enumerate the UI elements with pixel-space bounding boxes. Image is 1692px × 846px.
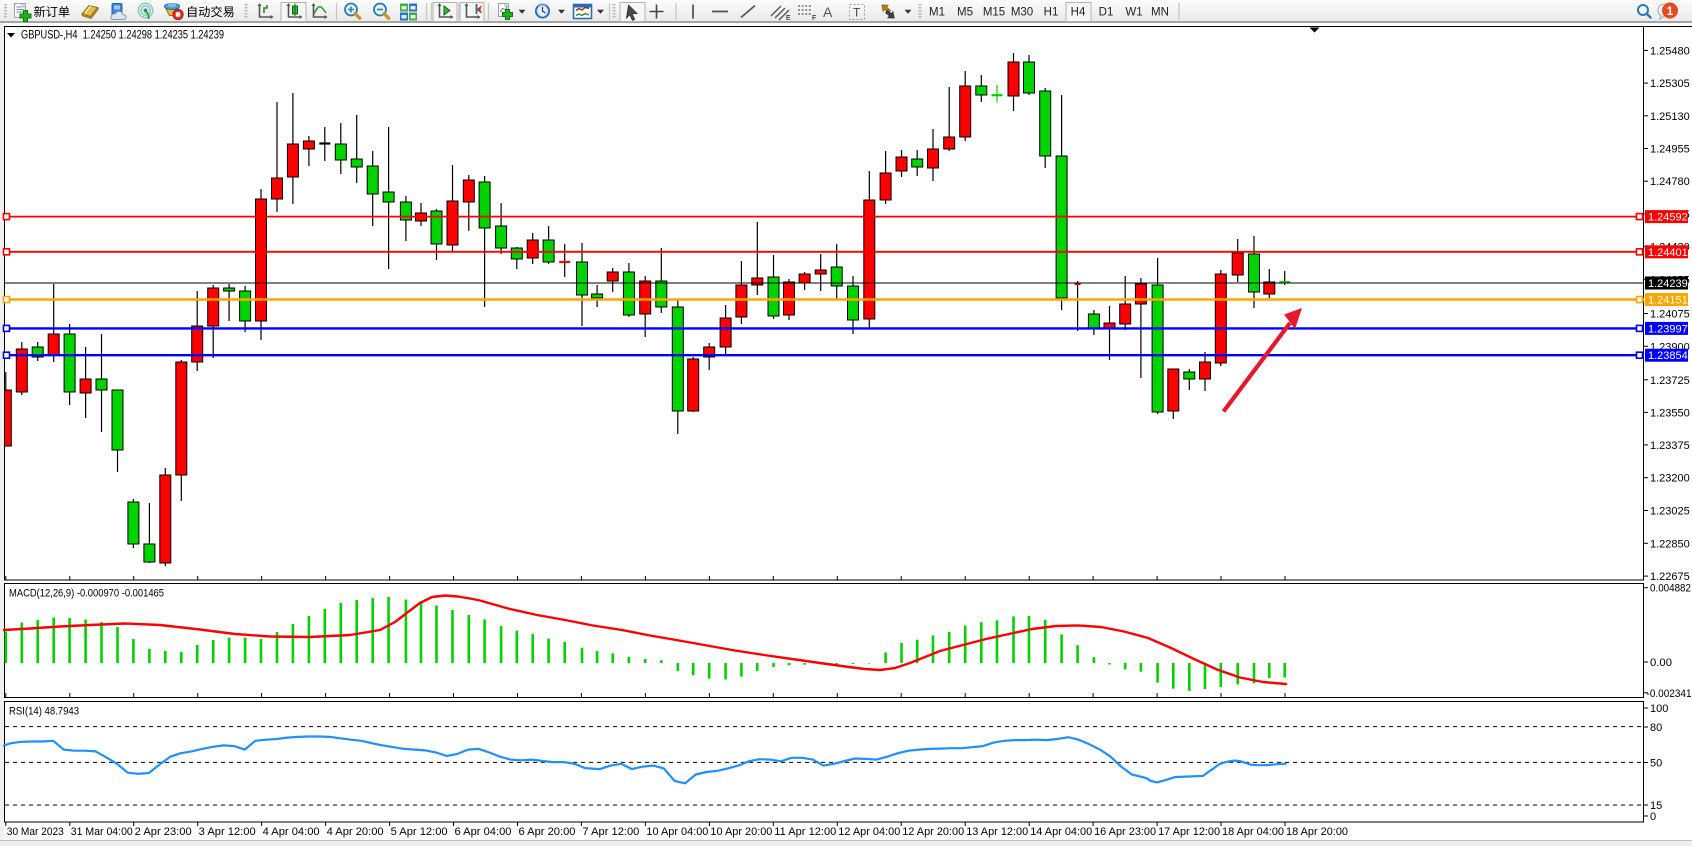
svg-text:M5: M5: [957, 7, 973, 19]
svg-text:11 Apr 12:00: 11 Apr 12:00: [774, 826, 836, 838]
svg-text:E: E: [786, 15, 791, 22]
svg-text:18 Apr 20:00: 18 Apr 20:00: [1286, 826, 1348, 838]
svg-text:6 Apr 20:00: 6 Apr 20:00: [519, 826, 576, 838]
svg-text:H4: H4: [1071, 7, 1086, 19]
svg-text:1.23375: 1.23375: [1650, 440, 1690, 452]
svg-text:13 Apr 12:00: 13 Apr 12:00: [966, 826, 1028, 838]
svg-text:50: 50: [1650, 758, 1662, 770]
svg-text:M1: M1: [929, 7, 945, 19]
svg-text:16 Apr 23:00: 16 Apr 23:00: [1094, 826, 1156, 838]
svg-text:A: A: [823, 4, 833, 20]
svg-text:MN: MN: [1151, 7, 1169, 19]
svg-text:7 Apr 12:00: 7 Apr 12:00: [582, 826, 639, 838]
svg-text:2 Apr 23:00: 2 Apr 23:00: [135, 826, 192, 838]
svg-text:31 Mar 04:00: 31 Mar 04:00: [71, 826, 133, 838]
svg-text:GBPUSD-,H4 1.24250 1.24298 1.: GBPUSD-,H4 1.24250 1.24298 1.24235 1.242…: [21, 30, 224, 42]
svg-text:D1: D1: [1099, 7, 1114, 19]
svg-text:MACD(12,26,9) -0.000970 -0.001: MACD(12,26,9) -0.000970 -0.001465: [9, 588, 164, 600]
svg-text:1.24780: 1.24780: [1650, 176, 1690, 188]
svg-text:W1: W1: [1125, 7, 1142, 19]
svg-text:0.004882: 0.004882: [1650, 583, 1691, 595]
svg-text:12 Apr 20:00: 12 Apr 20:00: [902, 826, 964, 838]
svg-text:1.23854: 1.23854: [1648, 350, 1688, 362]
svg-text:1.24239: 1.24239: [1648, 278, 1688, 290]
svg-text:RSI(14) 48.7943: RSI(14) 48.7943: [9, 706, 79, 718]
svg-text:-0.002341: -0.002341: [1647, 688, 1692, 700]
svg-text:4 Apr 04:00: 4 Apr 04:00: [263, 826, 320, 838]
svg-text:1.23025: 1.23025: [1650, 506, 1690, 518]
svg-text:1.22850: 1.22850: [1650, 538, 1690, 550]
svg-text:1.23997: 1.23997: [1648, 323, 1688, 335]
svg-text:1.23550: 1.23550: [1650, 407, 1690, 419]
svg-text:1.25480: 1.25480: [1650, 45, 1690, 57]
svg-text:14 Apr 04:00: 14 Apr 04:00: [1030, 826, 1092, 838]
svg-text:1.25130: 1.25130: [1650, 111, 1690, 123]
svg-text:H1: H1: [1044, 7, 1059, 19]
svg-text:1: 1: [1667, 4, 1674, 18]
svg-text:F: F: [812, 15, 816, 22]
svg-text:1.24401: 1.24401: [1648, 247, 1688, 259]
svg-text:M30: M30: [1011, 7, 1033, 19]
svg-text:1.24955: 1.24955: [1650, 144, 1690, 156]
svg-text:6 Apr 04:00: 6 Apr 04:00: [455, 826, 512, 838]
svg-text:12 Apr 04:00: 12 Apr 04:00: [838, 826, 900, 838]
svg-text:10 Apr 20:00: 10 Apr 20:00: [710, 826, 772, 838]
svg-text:4 Apr 20:00: 4 Apr 20:00: [327, 826, 384, 838]
svg-text:0: 0: [1650, 811, 1656, 823]
svg-text:1.22675: 1.22675: [1650, 571, 1690, 583]
svg-text:17 Apr 12:00: 17 Apr 12:00: [1158, 826, 1220, 838]
svg-text:M15: M15: [983, 7, 1005, 19]
svg-text:T: T: [853, 6, 861, 20]
svg-text:1.25305: 1.25305: [1650, 78, 1690, 90]
svg-text:1.23200: 1.23200: [1650, 473, 1690, 485]
svg-text:80: 80: [1650, 722, 1662, 734]
svg-text:3 Apr 12:00: 3 Apr 12:00: [199, 826, 256, 838]
svg-text:5 Apr 12:00: 5 Apr 12:00: [391, 826, 448, 838]
svg-text:1.24151: 1.24151: [1648, 295, 1688, 307]
svg-text:0.00: 0.00: [1650, 657, 1672, 669]
svg-text:1.23725: 1.23725: [1650, 375, 1690, 387]
svg-text:30 Mar 2023: 30 Mar 2023: [7, 826, 64, 838]
svg-text:18 Apr 04:00: 18 Apr 04:00: [1222, 826, 1284, 838]
svg-text:10 Apr 04:00: 10 Apr 04:00: [646, 826, 708, 838]
svg-text:1.24075: 1.24075: [1650, 309, 1690, 321]
svg-text:1.24592: 1.24592: [1648, 212, 1688, 224]
svg-text:100: 100: [1650, 703, 1668, 715]
svg-text:15: 15: [1650, 800, 1662, 812]
